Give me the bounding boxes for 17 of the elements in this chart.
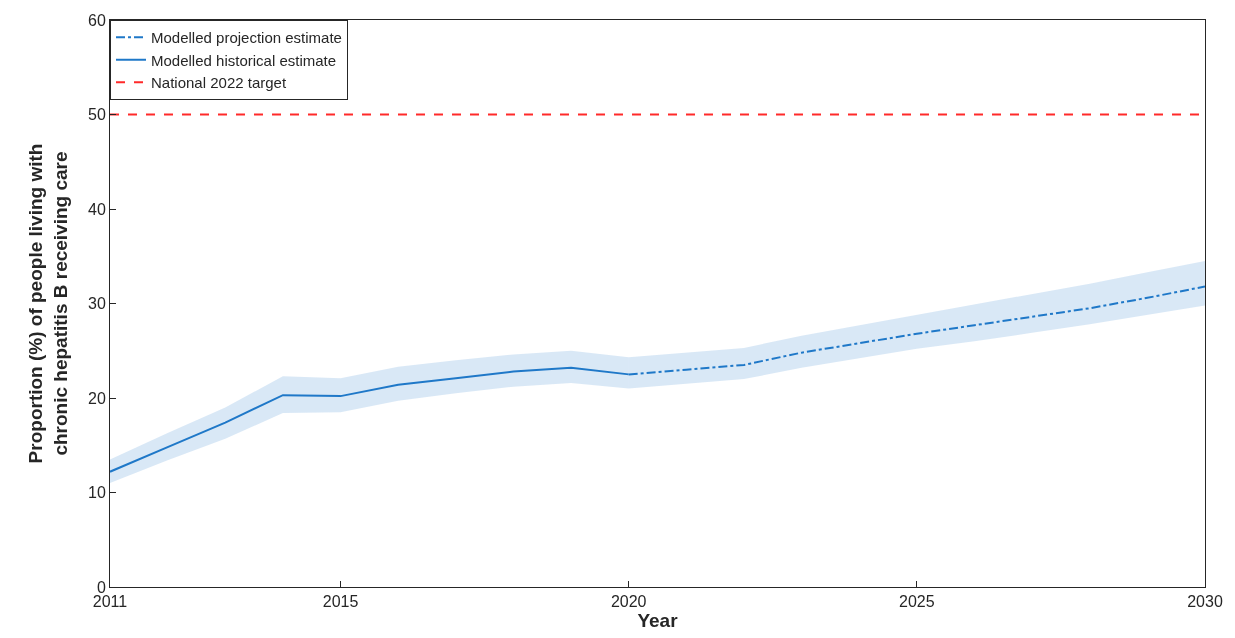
x-tick-label: 2025 xyxy=(899,593,935,611)
y-tick-label: 0 xyxy=(96,578,106,596)
legend-label: National 2022 target xyxy=(151,74,287,92)
y-tick-label: 60 xyxy=(88,11,106,29)
x-tick-label: 2020 xyxy=(610,593,647,611)
legend-label: Modelled projection estimate xyxy=(151,29,342,47)
x-axis-title: Year xyxy=(637,610,679,632)
x-tick-label: 2011 xyxy=(92,593,128,611)
y-tick-label: 50 xyxy=(88,106,106,124)
x-tick-label: 2015 xyxy=(322,593,359,611)
y-tick-label: 10 xyxy=(88,484,106,502)
y-tick-label: 40 xyxy=(88,200,106,218)
y-tick-label: 20 xyxy=(88,389,106,407)
y-axis-title: Proportion (%) of people living with chronic hepatitis B receiving care xyxy=(25,143,71,464)
y-tick-label: 30 xyxy=(88,295,106,313)
x-tick-label: 2030 xyxy=(1187,593,1223,611)
legend-label: Modelled historical estimate xyxy=(151,51,337,69)
